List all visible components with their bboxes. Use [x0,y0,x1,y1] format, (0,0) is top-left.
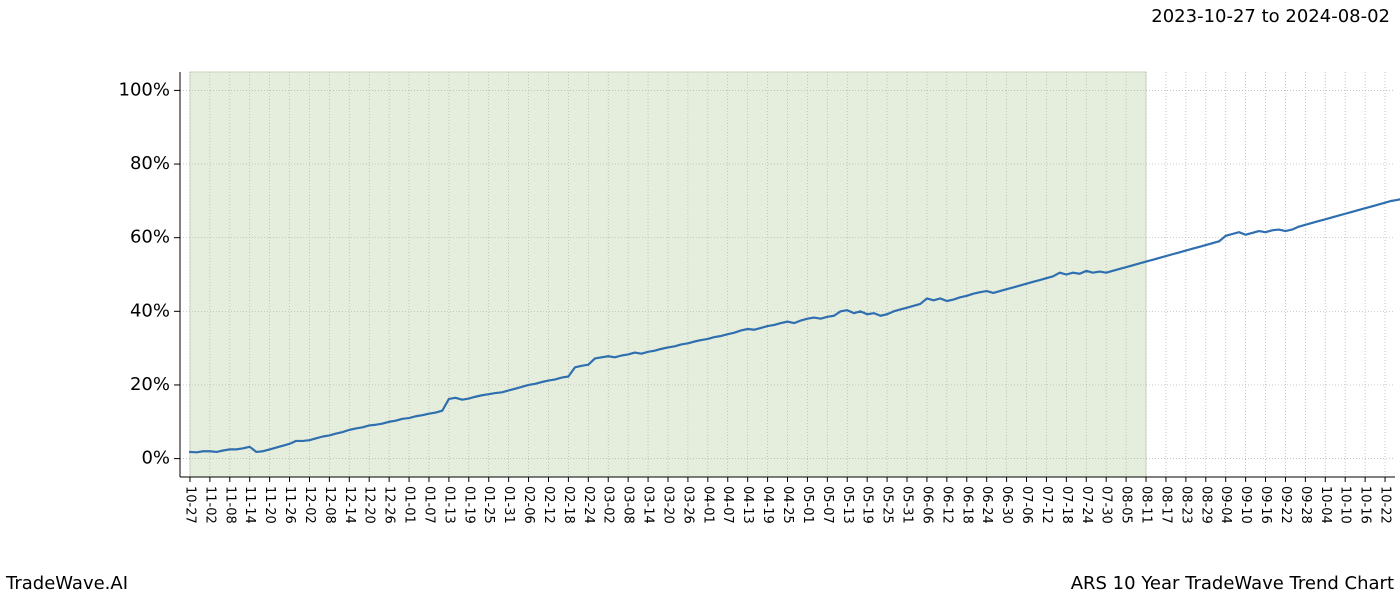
x-tick-label: 10-10 [1338,486,1353,524]
x-tick-label: 09-28 [1298,486,1313,524]
x-tick-label: 12-26 [382,486,397,524]
date-range-label: 2023-10-27 to 2024-08-02 [1151,6,1390,27]
x-tick-label: 08-05 [1119,486,1134,524]
x-tick-label: 11-20 [262,486,277,524]
x-tick-label: 05-13 [840,486,855,524]
x-tick-label: 11-08 [222,486,237,524]
x-tick-label: 06-24 [979,486,994,524]
x-tick-label: 05-19 [860,486,875,524]
x-tick-label: 10-22 [1378,486,1393,524]
x-tick-label: 05-01 [800,486,815,524]
x-tick-label: 12-08 [322,486,337,524]
x-tick-label: 09-22 [1278,486,1293,524]
x-tick-label: 07-24 [1079,486,1094,524]
x-tick-label: 12-02 [302,486,317,524]
x-tick-label: 03-02 [601,486,616,524]
x-tick-label: 03-26 [680,486,695,524]
x-tick-label: 04-13 [740,486,755,524]
x-tick-label: 06-18 [959,486,974,524]
x-tick-label: 06-12 [939,486,954,524]
x-tick-label: 08-23 [1178,486,1193,524]
x-tick-label: 03-14 [641,486,656,524]
trend-chart: 0% 20% 40% 60% 80% 100% 10-27 11-02 11-08 11-14 11… [0,0,1400,600]
x-tick-label: 08-29 [1198,486,1213,524]
x-tick-label: 07-12 [1039,486,1054,524]
x-tick-label: 05-31 [900,486,915,524]
footer-brand: TradeWave.AI [6,573,128,594]
x-tick-label: 01-07 [421,486,436,524]
x-tick-label: 09-04 [1218,486,1233,524]
x-tick-label: 03-08 [621,486,636,524]
y-tick-label: 0% [141,448,170,469]
x-tick-label: 04-07 [720,486,735,524]
x-tick-label: 11-26 [282,486,297,524]
x-tick-label: 11-14 [242,486,257,524]
x-tick-label: 04-19 [760,486,775,524]
x-tick-label: 09-10 [1238,486,1253,524]
x-tick-label: 12-14 [342,486,357,524]
x-tick-label: 05-07 [820,486,835,524]
x-tick-label: 03-20 [660,486,675,524]
y-tick-label: 100% [119,79,170,100]
x-tick-label: 04-01 [700,486,715,524]
x-tick-label: 01-31 [501,486,516,524]
x-tick-label: 12-20 [362,486,377,524]
x-tick-label: 01-13 [441,486,456,524]
footer-title: ARS 10 Year TradeWave Trend Chart [1071,573,1394,594]
x-tick-label: 11-02 [202,486,217,524]
x-tick-label: 01-01 [402,486,417,524]
x-tick-label: 01-25 [481,486,496,524]
x-tick-label: 07-30 [1099,486,1114,524]
x-tick-label: 01-19 [461,486,476,524]
x-tick-label: 04-25 [780,486,795,524]
x-tick-label: 02-12 [541,486,556,524]
x-tick-label: 10-04 [1318,486,1333,524]
x-tick-label: 08-11 [1139,486,1154,524]
x-tick-label: 10-16 [1358,486,1373,524]
x-tick-label: 09-16 [1258,486,1273,524]
x-tick-label: 06-30 [999,486,1014,524]
y-tick-label: 40% [130,300,170,321]
x-tick-label: 10-27 [182,486,197,524]
x-tick-label: 07-18 [1059,486,1074,524]
x-tick-label: 05-25 [880,486,895,524]
y-tick-label: 60% [130,227,170,248]
y-tick-label: 20% [130,374,170,395]
y-tick-label: 80% [130,153,170,174]
x-tick-label: 02-18 [561,486,576,524]
x-tick-label: 02-06 [521,486,536,524]
x-tick-label: 02-24 [581,486,596,524]
x-tick-label: 07-06 [1019,486,1034,524]
x-tick-label: 08-17 [1158,486,1173,524]
x-tick-label: 06-06 [919,486,934,524]
